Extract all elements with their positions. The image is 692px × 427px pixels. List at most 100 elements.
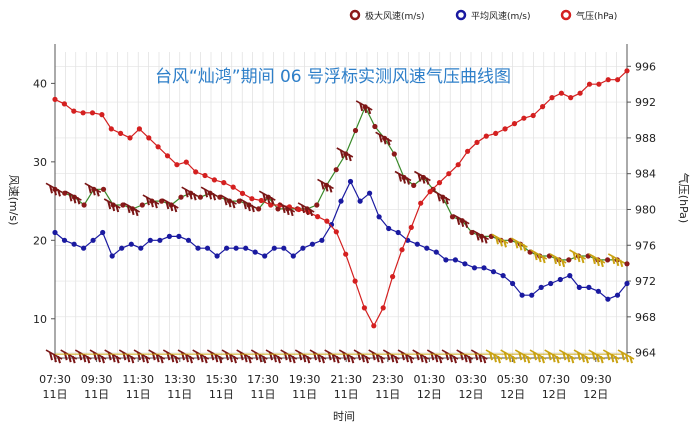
wind-barb-flag bbox=[122, 351, 127, 361]
x-tick-label-time: 21:30 bbox=[330, 373, 362, 386]
series-point-1 bbox=[195, 245, 201, 251]
series-point-0 bbox=[256, 206, 262, 212]
wind-barbs-layer bbox=[45, 100, 635, 364]
wind-barb bbox=[221, 349, 239, 364]
series-point-2 bbox=[71, 108, 77, 114]
wind-barb-flag bbox=[262, 192, 267, 202]
wind-barb-flag bbox=[625, 353, 629, 363]
wind-barb-flag bbox=[343, 151, 348, 161]
wind-barb-flag bbox=[421, 175, 426, 184]
axes bbox=[51, 44, 631, 362]
wind-barb-flag bbox=[166, 351, 171, 361]
wind-barb-flag bbox=[342, 351, 347, 361]
wind-barb-flag bbox=[493, 353, 497, 363]
wind-barb-flag bbox=[170, 353, 175, 363]
wind-barb-flag bbox=[247, 355, 252, 364]
series-point-2 bbox=[315, 214, 321, 220]
wind-barb-flag bbox=[269, 351, 273, 361]
y-right-tick-label: 972 bbox=[635, 275, 656, 288]
wind-barb-flag bbox=[258, 353, 263, 363]
wind-barb-flag bbox=[339, 149, 344, 159]
wind-barb bbox=[89, 349, 107, 364]
wind-barb-flag bbox=[449, 353, 453, 363]
wind-barb bbox=[200, 186, 218, 201]
series-point-2 bbox=[61, 101, 67, 107]
wind-barb bbox=[45, 349, 63, 364]
wind-barb-flag bbox=[405, 353, 409, 363]
series-point-2 bbox=[164, 153, 171, 159]
series-point-2 bbox=[605, 77, 611, 83]
x-tick-label-day: 11日 bbox=[84, 388, 109, 401]
wind-barb bbox=[162, 349, 180, 364]
wind-barb-flag bbox=[434, 353, 439, 363]
wind-barb-flag bbox=[419, 353, 424, 363]
wind-barb-flag bbox=[126, 204, 131, 214]
wind-barb bbox=[617, 349, 635, 364]
wind-barb-flag bbox=[309, 208, 314, 217]
wind-barb-flag bbox=[195, 351, 200, 361]
wind-barb-flag bbox=[97, 353, 101, 363]
series-point-2 bbox=[436, 180, 443, 186]
series-point-1 bbox=[176, 233, 182, 239]
series-point-1 bbox=[538, 284, 544, 290]
wind-barb bbox=[470, 349, 488, 364]
x-tick-label-day: 11日 bbox=[375, 388, 400, 401]
wind-barb-flag bbox=[386, 351, 391, 361]
wind-barb-flag bbox=[474, 351, 479, 361]
wind-barb bbox=[294, 349, 312, 364]
wind-barb-flag bbox=[444, 196, 449, 205]
wind-barb-flag bbox=[49, 351, 53, 361]
series-point-1 bbox=[347, 178, 354, 185]
wind-barb-flag bbox=[580, 255, 585, 264]
wind-barb-flag bbox=[115, 355, 120, 364]
wind-barb-flag bbox=[503, 240, 507, 248]
series-point-0 bbox=[81, 202, 87, 208]
wind-barb bbox=[588, 349, 606, 364]
wind-barb bbox=[500, 349, 518, 364]
x-tick-label-day: 11日 bbox=[167, 388, 192, 401]
wind-barb-flag bbox=[328, 185, 333, 193]
wind-barb bbox=[549, 253, 567, 268]
wind-barb-flag bbox=[610, 353, 615, 363]
wind-barb bbox=[382, 349, 400, 364]
wind-barb-flag bbox=[430, 351, 435, 361]
wind-barb-flag bbox=[614, 355, 619, 364]
series-point-1 bbox=[557, 276, 563, 283]
wind-barb bbox=[84, 182, 102, 197]
wind-barb-flag bbox=[225, 351, 229, 361]
wind-barb bbox=[60, 349, 78, 364]
wind-barb-flag bbox=[522, 353, 527, 363]
y-right-tick-label: 992 bbox=[635, 96, 656, 109]
wind-barb bbox=[573, 349, 591, 364]
series-point-1 bbox=[166, 233, 172, 239]
series-point-1 bbox=[576, 284, 582, 290]
wind-barb-flag bbox=[223, 196, 228, 206]
wind-barb-flag bbox=[49, 185, 53, 194]
wind-barb-flag bbox=[423, 355, 428, 364]
wind-barb-flag bbox=[436, 192, 441, 202]
wind-barb bbox=[569, 249, 586, 264]
series-point-2 bbox=[183, 159, 189, 165]
series-point-2 bbox=[174, 162, 180, 168]
y-axis-right-label: 气压(hPa) bbox=[677, 173, 691, 223]
wind-barb-flag bbox=[174, 355, 179, 364]
wind-barb-flag bbox=[305, 206, 310, 216]
wind-barb bbox=[181, 186, 199, 201]
wind-barb-flag bbox=[181, 351, 185, 361]
wind-barb-flag bbox=[273, 353, 277, 363]
series-point-2 bbox=[474, 139, 480, 145]
wind-barb-flag bbox=[57, 355, 61, 364]
wind-barb-flag bbox=[214, 353, 219, 363]
wind-barb-flag bbox=[562, 351, 567, 361]
series-point-0 bbox=[275, 206, 281, 212]
series-point-0 bbox=[391, 151, 397, 157]
x-tick-label-day: 12日 bbox=[583, 388, 608, 401]
wind-barb-flag bbox=[561, 259, 566, 268]
tick-labels: 10 20 30 40 964 968 972 976 980 984 988 992 996 07:30… bbox=[33, 60, 656, 401]
series-point-1 bbox=[262, 253, 268, 259]
wind-barb-flag bbox=[246, 202, 251, 212]
wind-barb-flag bbox=[577, 351, 581, 361]
wind-barb bbox=[412, 349, 430, 364]
x-tick-label-time: 15:30 bbox=[206, 373, 238, 386]
wind-barb-flag bbox=[371, 351, 376, 361]
